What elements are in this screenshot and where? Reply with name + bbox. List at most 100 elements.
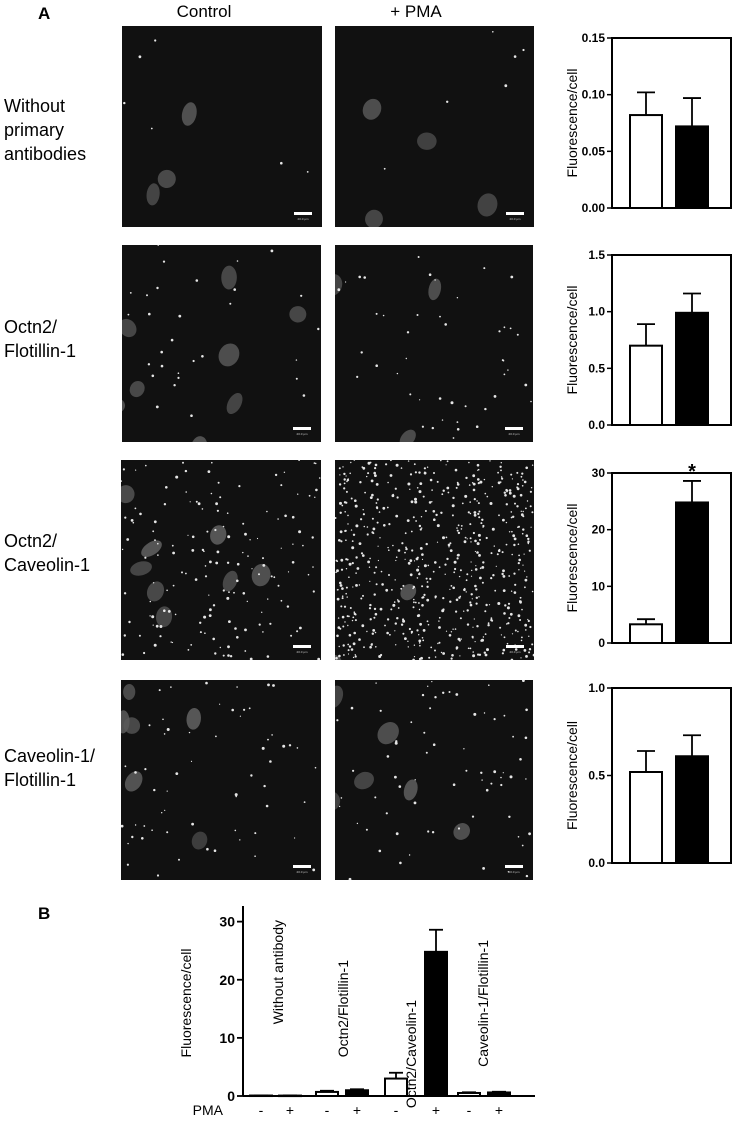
punctum — [337, 588, 339, 591]
punctum — [413, 656, 416, 658]
punctum — [362, 513, 365, 516]
punctum — [396, 617, 399, 620]
nucleus — [362, 98, 382, 120]
nucleus — [226, 392, 243, 415]
punctum — [511, 530, 513, 533]
punctum — [219, 703, 221, 705]
punctum — [123, 592, 127, 595]
punctum — [372, 629, 376, 632]
punctum — [506, 642, 509, 645]
pma-sign: + — [286, 1102, 294, 1118]
punctum — [500, 634, 502, 636]
punctum — [524, 570, 526, 572]
punctum — [153, 788, 156, 792]
row-label-line: Caveolin-1 — [4, 555, 91, 575]
punctum — [474, 568, 478, 571]
punctum — [524, 623, 528, 627]
punctum — [123, 634, 126, 637]
punctum — [476, 463, 480, 467]
punctum — [421, 604, 424, 607]
punctum — [189, 501, 191, 503]
punctum — [149, 600, 152, 603]
punctum — [222, 654, 225, 657]
punctum — [450, 631, 453, 633]
punctum — [524, 383, 528, 387]
punctum — [414, 471, 417, 474]
punctum — [408, 627, 411, 631]
punctum — [213, 849, 217, 852]
punctum — [201, 355, 204, 358]
punctum — [339, 627, 342, 630]
punctum — [382, 314, 385, 317]
punctum — [400, 587, 403, 590]
punctum — [472, 531, 475, 535]
punctum — [405, 547, 408, 551]
punctum — [489, 460, 491, 462]
punctum — [373, 593, 376, 596]
y-tick-label: 1.0 — [588, 681, 605, 695]
punctum — [402, 584, 405, 587]
punctum — [405, 357, 407, 360]
punctum — [170, 686, 172, 688]
punctum — [449, 542, 452, 545]
nucleus — [400, 584, 417, 601]
punctum — [477, 512, 480, 515]
punctum — [504, 494, 507, 497]
punctum — [361, 624, 365, 628]
punctum — [521, 636, 523, 639]
punctum — [503, 714, 506, 717]
punctum — [374, 796, 377, 799]
punctum — [175, 475, 179, 479]
punctum — [248, 707, 251, 710]
punctum — [208, 594, 210, 596]
punctum — [123, 101, 126, 105]
punctum — [516, 505, 519, 508]
punctum — [302, 544, 304, 547]
punctum — [407, 640, 409, 642]
y-tick-label: 30 — [219, 914, 235, 930]
punctum — [473, 712, 477, 716]
punctum — [529, 625, 532, 629]
punctum — [345, 586, 348, 589]
punctum — [318, 477, 321, 479]
punctum — [424, 510, 427, 512]
punctum — [372, 527, 376, 531]
punctum — [481, 779, 483, 781]
punctum — [461, 502, 464, 505]
punctum — [531, 464, 534, 466]
punctum — [236, 686, 238, 688]
punctum — [470, 561, 472, 563]
punctum — [335, 517, 337, 519]
punctum — [262, 631, 264, 633]
row-label-line: Octn2/ — [4, 531, 58, 551]
punctum — [445, 464, 447, 466]
punctum — [347, 523, 349, 525]
punctum — [522, 680, 525, 682]
punctum — [415, 520, 417, 522]
punctum — [355, 556, 358, 559]
punctum — [507, 369, 509, 371]
punctum — [170, 641, 172, 643]
punctum — [510, 658, 514, 660]
punctum — [347, 514, 349, 517]
panel-b-label: B — [38, 904, 51, 923]
punctum — [347, 653, 350, 655]
punctum — [358, 275, 361, 279]
punctum — [156, 874, 160, 877]
nucleus — [428, 278, 442, 301]
punctum — [227, 654, 230, 657]
punctum — [491, 527, 495, 531]
punctum — [145, 464, 147, 467]
punctum — [155, 405, 159, 409]
punctum — [503, 373, 506, 376]
punctum — [446, 557, 449, 561]
punctum — [354, 504, 358, 508]
punctum — [159, 635, 162, 638]
punctum — [436, 541, 439, 543]
punctum — [395, 740, 398, 743]
punctum — [368, 566, 371, 568]
punctum — [353, 631, 356, 635]
punctum — [266, 510, 268, 513]
punctum — [501, 572, 504, 576]
punctum — [212, 637, 215, 641]
